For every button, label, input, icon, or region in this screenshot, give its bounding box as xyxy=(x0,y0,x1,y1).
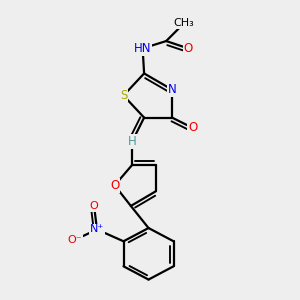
Text: O: O xyxy=(184,42,193,55)
Text: N: N xyxy=(168,83,176,96)
Text: O: O xyxy=(110,179,119,192)
Text: N⁺: N⁺ xyxy=(90,224,104,235)
Text: H: H xyxy=(128,135,137,148)
Text: O⁻: O⁻ xyxy=(68,235,82,245)
Text: O: O xyxy=(90,201,98,211)
Text: CH₃: CH₃ xyxy=(173,18,194,28)
Text: S: S xyxy=(120,89,127,102)
Text: O: O xyxy=(188,122,197,134)
Text: HN: HN xyxy=(134,42,152,55)
